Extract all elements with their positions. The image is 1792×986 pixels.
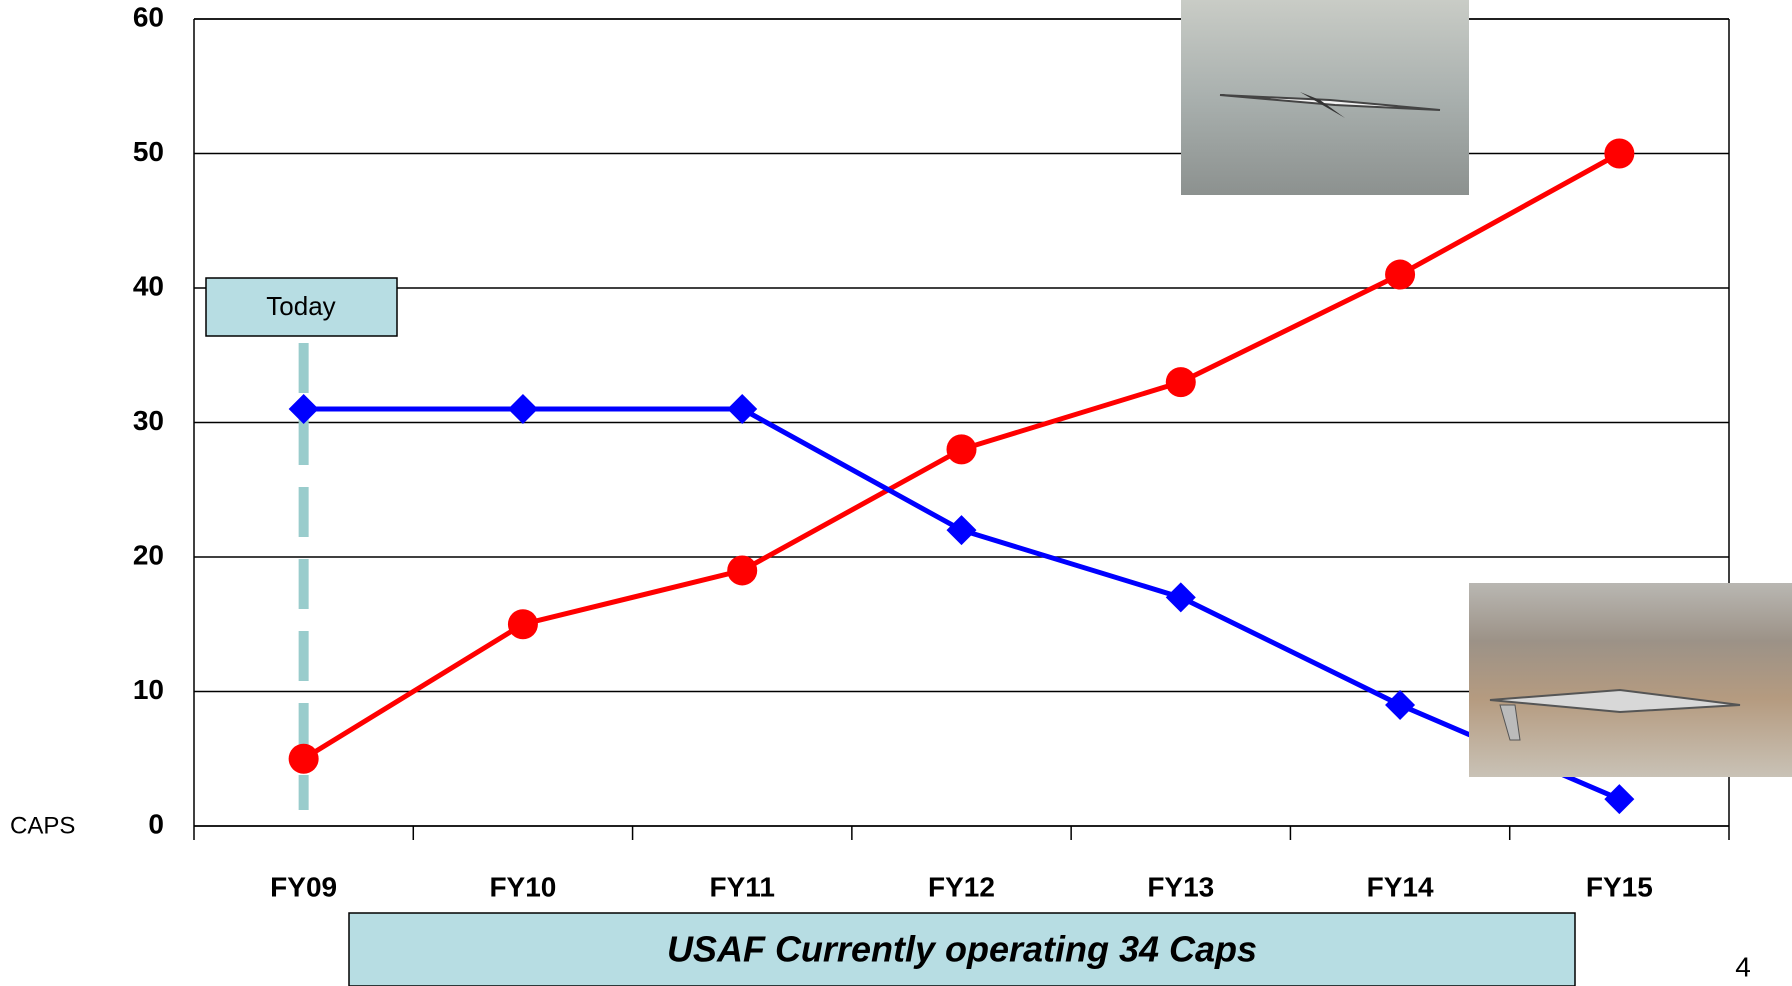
y-tick-label: 0 (148, 808, 164, 839)
marker (947, 434, 977, 464)
y-tick-label: 50 (133, 136, 164, 167)
x-tick-label: FY15 (1586, 871, 1653, 902)
marker (1604, 139, 1634, 169)
x-tick-label: FY12 (928, 871, 995, 902)
series-line (304, 409, 1620, 799)
footer: USAF Currently operating 34 Caps (667, 929, 1257, 970)
marker (289, 394, 319, 424)
x-tick-label: FY11 (710, 871, 775, 902)
y-axis-label: CAPS (10, 812, 75, 839)
x-tick-label: FY09 (270, 871, 337, 902)
photo-predator (1469, 583, 1792, 777)
x-tick-label: FY14 (1367, 871, 1434, 902)
x-tick-label: FY10 (489, 871, 556, 902)
y-tick-label: 60 (133, 1, 164, 32)
marker (727, 555, 757, 585)
marker (1166, 367, 1196, 397)
marker (1385, 260, 1415, 290)
marker (1604, 784, 1634, 814)
marker (727, 394, 757, 424)
marker (1385, 690, 1415, 720)
marker (508, 609, 538, 639)
today-label: Today (266, 291, 335, 321)
photo-reaper (1181, 0, 1469, 195)
marker (289, 744, 319, 774)
marker (1166, 582, 1196, 612)
marker (508, 394, 538, 424)
chart: 0 10 20 30 40 50 60 FY09 FY10 FY11 FY12 FY13 FY14 FY1… (0, 0, 1792, 986)
y-tick-label: 40 (133, 270, 164, 301)
y-tick-label: 30 (133, 405, 164, 436)
page-number: 4 (1735, 951, 1751, 982)
y-tick-label: 20 (133, 539, 164, 570)
marker (947, 515, 977, 545)
x-tick-label: FY13 (1147, 871, 1214, 902)
y-tick-label: 10 (133, 674, 164, 705)
